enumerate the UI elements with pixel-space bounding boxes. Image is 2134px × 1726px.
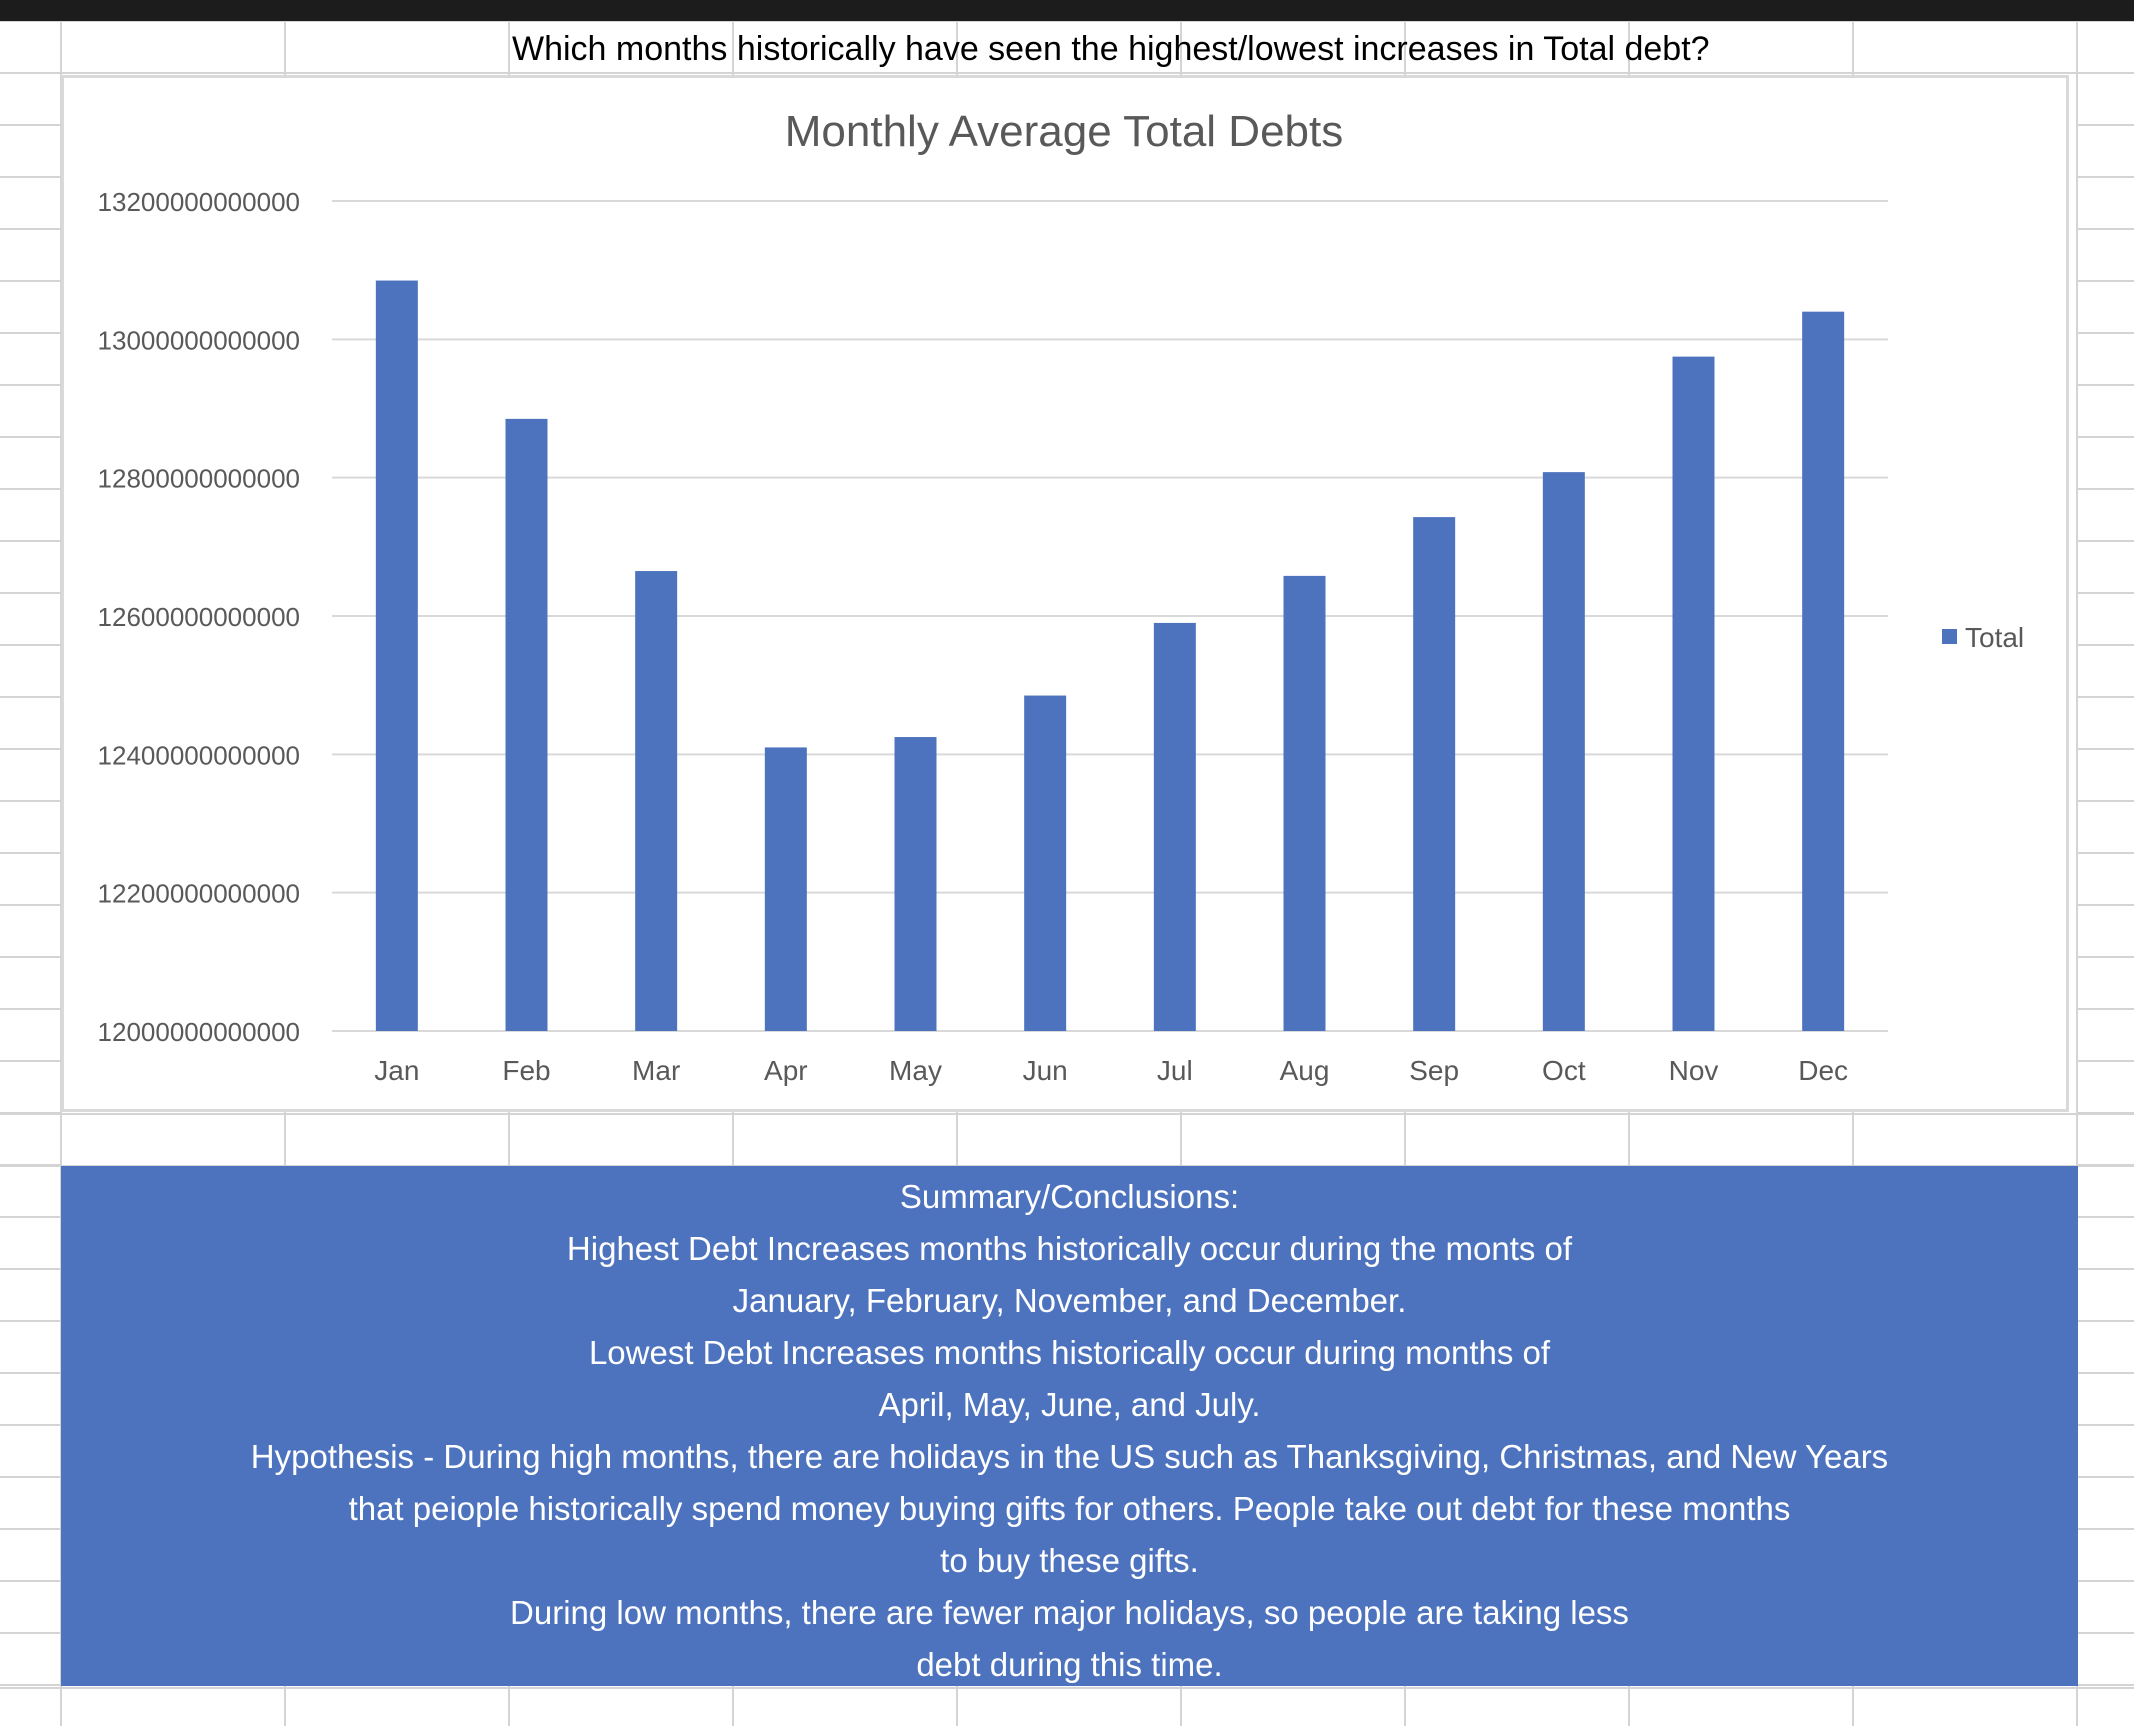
- chart-bars: [375, 280, 1845, 1032]
- summary-line: Summary/Conclusions:: [899, 1178, 1240, 1215]
- summary-line: April, May, June, and July.: [878, 1386, 1261, 1423]
- x-tick-label: Mar: [632, 1055, 680, 1086]
- x-tick-label: Apr: [764, 1055, 808, 1086]
- y-tick-label: 12800000000000: [98, 464, 300, 494]
- summary-line: Lowest Debt Increases months historicall…: [588, 1334, 1551, 1371]
- question-cell[interactable]: Which months historically have seen the …: [512, 30, 1710, 68]
- chart-title: Monthly Average Total Debts: [785, 107, 1344, 156]
- chart-legend: Total: [1942, 622, 2024, 653]
- legend-swatch-total: [1942, 629, 1957, 644]
- x-axis-tick-labels: Jan Feb Mar Apr May Jun Jul Aug Sep Oct Nov Dec: [374, 1055, 1848, 1086]
- summary-line: that peiople historically spend money bu…: [348, 1490, 1791, 1527]
- x-tick-label: Oct: [1542, 1055, 1586, 1086]
- bar-feb: [505, 418, 548, 1031]
- x-tick-label: Jan: [374, 1055, 419, 1086]
- x-tick-label: Feb: [502, 1055, 550, 1086]
- x-tick-label: Aug: [1280, 1055, 1330, 1086]
- summary-line: debt during this time.: [916, 1646, 1223, 1683]
- y-tick-label: 13200000000000: [98, 187, 300, 217]
- bar-jan: [375, 280, 418, 1032]
- chart-gridlines: [332, 200, 1888, 1032]
- bar-nov: [1672, 356, 1715, 1031]
- x-tick-label: Nov: [1669, 1055, 1719, 1086]
- y-tick-label: 13000000000000: [98, 325, 300, 355]
- summary-line: Hypothesis - During high months, there a…: [250, 1438, 1889, 1475]
- x-tick-label: Jul: [1157, 1055, 1193, 1086]
- x-tick-label: Jun: [1023, 1055, 1068, 1086]
- bar-aug: [1283, 575, 1326, 1031]
- x-tick-label: Sep: [1409, 1055, 1459, 1086]
- bar-jun: [1024, 695, 1067, 1031]
- summary-line: During low months, there are fewer major…: [510, 1594, 1629, 1631]
- sheet-header-bar: [0, 0, 2134, 21]
- summary-line: January, February, November, and Decembe…: [732, 1282, 1407, 1319]
- summary-line: Highest Debt Increases months historical…: [566, 1230, 1573, 1267]
- bar-apr: [764, 747, 807, 1031]
- bar-mar: [635, 571, 678, 1031]
- y-tick-label: 12200000000000: [98, 879, 300, 909]
- y-tick-label: 12400000000000: [98, 740, 300, 770]
- legend-label-total: Total: [1965, 622, 2024, 653]
- y-tick-label: 12000000000000: [98, 1017, 300, 1047]
- summary-conclusions-box[interactable]: Summary/Conclusions: Highest Debt Increas…: [61, 1166, 2078, 1686]
- x-tick-label: Dec: [1798, 1055, 1848, 1086]
- bar-sep: [1413, 517, 1456, 1031]
- bar-jul: [1153, 622, 1196, 1031]
- y-axis-tick-labels: 12000000000000 12200000000000 124000000000…: [98, 187, 300, 1047]
- bar-dec: [1802, 311, 1845, 1032]
- bar-may: [894, 737, 937, 1031]
- summary-line: to buy these gifts.: [940, 1542, 1199, 1579]
- bar-oct: [1542, 472, 1585, 1032]
- y-tick-label: 12600000000000: [98, 602, 300, 632]
- x-tick-label: May: [889, 1055, 942, 1086]
